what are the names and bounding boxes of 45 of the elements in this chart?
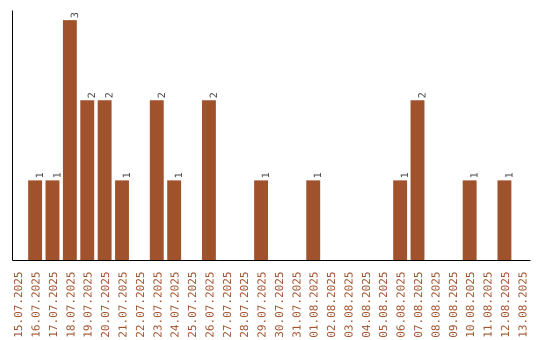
x-tick-label: 25.07.2025 xyxy=(186,271,200,338)
x-tick-label: 13.08.2025 xyxy=(516,271,530,338)
data-label: 2 xyxy=(104,92,116,98)
data-label: 2 xyxy=(418,92,429,98)
x-tick-label: 06.08.2025 xyxy=(394,271,408,338)
x-tick-label: 08.08.2025 xyxy=(429,271,442,338)
x-tick-label: 18.07.2025 xyxy=(64,271,78,338)
data-label: 2 xyxy=(87,92,98,98)
x-tick-label: 19.07.2025 xyxy=(82,271,95,338)
x-tick-label: 07.08.2025 xyxy=(412,271,426,338)
data-label: 2 xyxy=(156,92,168,98)
data-label: 1 xyxy=(52,172,64,178)
x-tick-label: 20.07.2025 xyxy=(99,271,112,338)
x-tick-label: 22.07.2025 xyxy=(134,271,147,338)
data-label: 1 xyxy=(122,172,134,178)
data-label: 1 xyxy=(504,172,516,178)
x-tick-label: 04.08.2025 xyxy=(360,271,373,338)
data-label: 2 xyxy=(208,92,220,98)
x-tick-label: 26.07.2025 xyxy=(203,271,216,338)
x-tick-label: 10.08.2025 xyxy=(464,271,478,338)
x-tick-label: 15.07.2025 xyxy=(12,271,26,338)
data-label: 1 xyxy=(35,172,46,178)
x-tick-label: 03.08.2025 xyxy=(342,271,356,338)
x-tick-label: 31.07.2025 xyxy=(290,271,304,338)
x-tick-label: 09.08.2025 xyxy=(446,271,460,338)
x-tick-label: 30.07.2025 xyxy=(272,271,286,338)
x-tick-label: 21.07.2025 xyxy=(116,271,130,338)
x-tick-label: 01.08.2025 xyxy=(308,271,321,338)
data-label: 1 xyxy=(470,172,481,178)
x-tick-label: 02.08.2025 xyxy=(325,271,338,338)
x-tick-label: 29.07.2025 xyxy=(256,271,269,338)
x-tick-label: 27.07.2025 xyxy=(220,271,234,338)
x-tick-label: 12.08.2025 xyxy=(498,271,512,338)
x-tick-label: 05.08.2025 xyxy=(377,271,390,338)
data-label: 1 xyxy=(174,172,186,178)
data-label: 1 xyxy=(400,172,412,178)
data-label: 1 xyxy=(313,172,324,178)
x-tick-label: 24.07.2025 xyxy=(168,271,182,338)
data-label: 1 xyxy=(261,172,272,178)
x-tick-label: 17.07.2025 xyxy=(46,271,60,338)
x-tick-label: 11.08.2025 xyxy=(482,271,495,338)
x-tick-label: 23.07.2025 xyxy=(151,271,164,338)
x-tick-label: 16.07.2025 xyxy=(30,271,43,338)
x-tick-label: 28.07.2025 xyxy=(238,271,252,338)
data-label: 3 xyxy=(70,12,81,18)
